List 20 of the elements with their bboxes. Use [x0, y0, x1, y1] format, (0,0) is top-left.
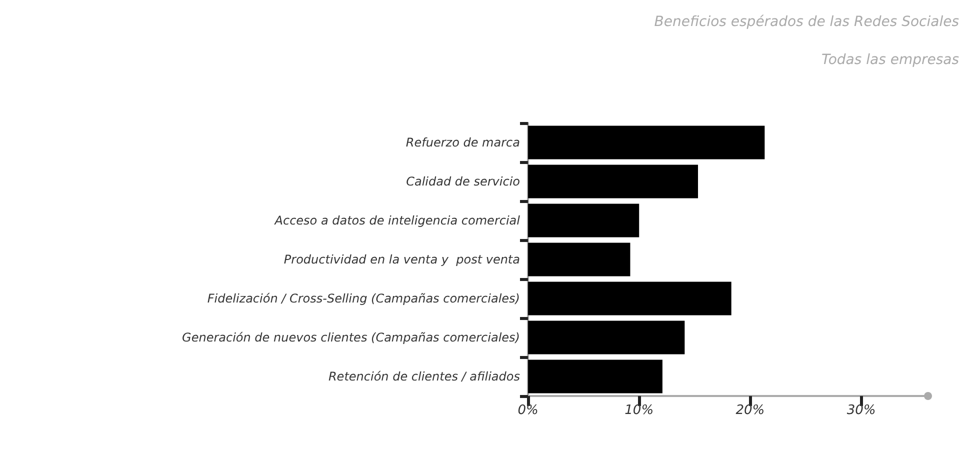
bar: [528, 282, 732, 316]
y-tick-label: Acceso a datos de inteligencia comercial: [274, 214, 521, 228]
x-tick-label: 20%: [736, 403, 765, 418]
y-tick-label: Refuerzo de marca: [406, 136, 520, 150]
y-tick-label: Retención de clientes / afiliados: [328, 370, 520, 384]
y-tick-label: Productividad en la venta y post venta: [284, 252, 520, 266]
bar: [528, 242, 630, 276]
y-tick-label: Fidelización / Cross-Selling (Campañas comerciales): [207, 292, 520, 306]
chart-subtitle: Todas las empresas: [822, 52, 959, 68]
bar: [528, 320, 685, 354]
y-tick-label: Generación de nuevos clientes (Campañas comerciales): [182, 330, 520, 344]
bar: [528, 204, 640, 238]
chart-title: Beneficios espérados de las Redes Sociales: [654, 14, 960, 30]
x-tick-label: 30%: [846, 403, 876, 418]
bar: [528, 360, 662, 394]
bar: [528, 164, 698, 198]
bar: [528, 126, 765, 160]
x-tick-label: 10%: [624, 403, 654, 418]
y-tick-label: Calidad de servicio: [406, 174, 520, 188]
x-tick-label: 0%: [518, 403, 538, 418]
